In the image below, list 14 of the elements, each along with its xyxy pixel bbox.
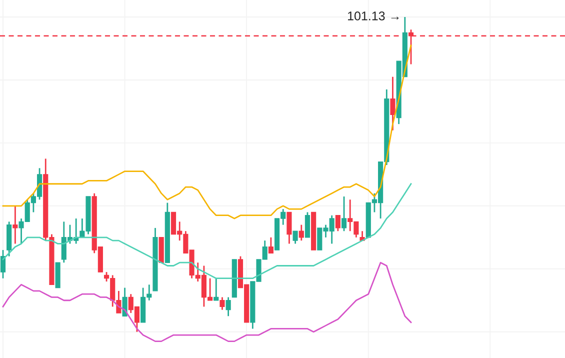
candlestick (220, 296, 225, 311)
candlestick (0, 249, 6, 280)
candlestick (214, 278, 219, 302)
candlestick (304, 212, 310, 238)
candlestick (292, 230, 298, 244)
candlestick (298, 224, 304, 242)
candlestick (390, 76, 396, 132)
annotation: 101.13 → (348, 12, 399, 20)
candlestick (286, 212, 292, 244)
candlestick (226, 296, 231, 317)
candlestick (341, 196, 347, 232)
candlestick (335, 214, 340, 232)
candlestick (12, 205, 18, 244)
candlestick (268, 236, 274, 254)
